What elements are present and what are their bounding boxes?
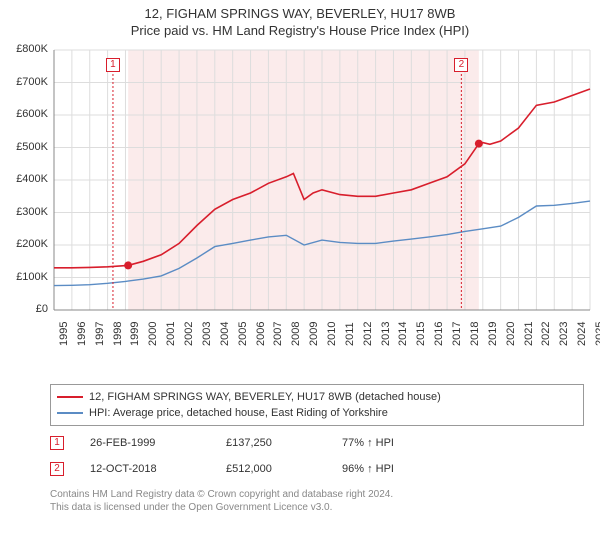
legend-swatch xyxy=(57,412,83,414)
x-tick-label: 2000 xyxy=(147,322,159,346)
x-tick-label: 2005 xyxy=(237,322,249,346)
x-tick-label: 2015 xyxy=(415,322,427,346)
x-tick-label: 2017 xyxy=(451,322,463,346)
y-tick-label: £400K xyxy=(4,173,48,185)
y-tick-label: £0 xyxy=(4,303,48,315)
legend-row: 12, FIGHAM SPRINGS WAY, BEVERLEY, HU17 8… xyxy=(57,389,577,405)
x-tick-label: 2008 xyxy=(290,322,302,346)
y-tick-label: £800K xyxy=(4,43,48,55)
annotation-price: £137,250 xyxy=(226,437,316,449)
x-tick-label: 2007 xyxy=(272,322,284,346)
price-marker-box: 2 xyxy=(454,58,468,72)
price-marker-dot xyxy=(475,140,483,148)
x-tick-label: 2018 xyxy=(469,322,481,346)
x-tick-label: 2023 xyxy=(558,322,570,346)
x-tick-label: 2003 xyxy=(201,322,213,346)
x-tick-label: 2009 xyxy=(308,322,320,346)
annotation-pct: 96% ↑ HPI xyxy=(342,463,394,475)
x-tick-label: 2013 xyxy=(380,322,392,346)
chart-title-desc: Price paid vs. HM Land Registry's House … xyxy=(4,23,596,38)
legend-label: HPI: Average price, detached house, East… xyxy=(89,407,388,419)
footer-line2: This data is licensed under the Open Gov… xyxy=(50,501,584,514)
x-tick-label: 2012 xyxy=(362,322,374,346)
x-tick-label: 1997 xyxy=(94,322,106,346)
legend-box: 12, FIGHAM SPRINGS WAY, BEVERLEY, HU17 8… xyxy=(50,384,584,426)
x-tick-label: 1998 xyxy=(112,322,124,346)
annotation-row: 2 12-OCT-2018 £512,000 96% ↑ HPI xyxy=(50,460,584,478)
footer-attribution: Contains HM Land Registry data © Crown c… xyxy=(50,488,584,514)
price-marker-box: 1 xyxy=(106,58,120,72)
footer-line1: Contains HM Land Registry data © Crown c… xyxy=(50,488,584,501)
y-tick-label: £700K xyxy=(4,76,48,88)
x-tick-label: 2002 xyxy=(183,322,195,346)
y-tick-label: £300K xyxy=(4,206,48,218)
y-tick-label: £600K xyxy=(4,108,48,120)
price-marker-dot xyxy=(124,261,132,269)
annotation-date: 26-FEB-1999 xyxy=(90,437,200,449)
annotation-pct: 77% ↑ HPI xyxy=(342,437,394,449)
chart-container: £0 £100K £200K £300K £400K £500K £600K £700K £80… xyxy=(4,46,596,374)
x-tick-label: 2022 xyxy=(540,322,552,346)
annotation-date: 12-OCT-2018 xyxy=(90,463,200,475)
x-tick-label: 2010 xyxy=(326,322,338,346)
x-tick-label: 1999 xyxy=(129,322,141,346)
annotation-marker-box: 1 xyxy=(50,436,64,450)
x-tick-label: 2025 xyxy=(594,322,600,346)
x-tick-label: 2021 xyxy=(523,322,535,346)
x-tick-label: 1996 xyxy=(76,322,88,346)
x-tick-label: 2001 xyxy=(165,322,177,346)
x-tick-label: 2011 xyxy=(344,322,356,346)
legend-row: HPI: Average price, detached house, East… xyxy=(57,405,577,421)
annotation-row: 1 26-FEB-1999 £137,250 77% ↑ HPI xyxy=(50,434,584,452)
y-tick-label: £500K xyxy=(4,141,48,153)
y-tick-label: £100K xyxy=(4,271,48,283)
annotation-price: £512,000 xyxy=(226,463,316,475)
x-tick-label: 2014 xyxy=(397,322,409,346)
chart-title-address: 12, FIGHAM SPRINGS WAY, BEVERLEY, HU17 8… xyxy=(4,6,596,21)
legend-swatch xyxy=(57,396,83,398)
x-tick-label: 2024 xyxy=(576,322,588,346)
y-tick-label: £200K xyxy=(4,238,48,250)
annotation-marker-box: 2 xyxy=(50,462,64,476)
x-tick-label: 2006 xyxy=(255,322,267,346)
x-tick-label: 2019 xyxy=(487,322,499,346)
x-tick-label: 2004 xyxy=(219,322,231,346)
x-tick-label: 2020 xyxy=(505,322,517,346)
x-tick-label: 1995 xyxy=(58,322,70,346)
x-tick-label: 2016 xyxy=(433,322,445,346)
legend-label: 12, FIGHAM SPRINGS WAY, BEVERLEY, HU17 8… xyxy=(89,391,441,403)
annotation-list: 1 26-FEB-1999 £137,250 77% ↑ HPI 2 12-OCT-201… xyxy=(4,434,596,478)
